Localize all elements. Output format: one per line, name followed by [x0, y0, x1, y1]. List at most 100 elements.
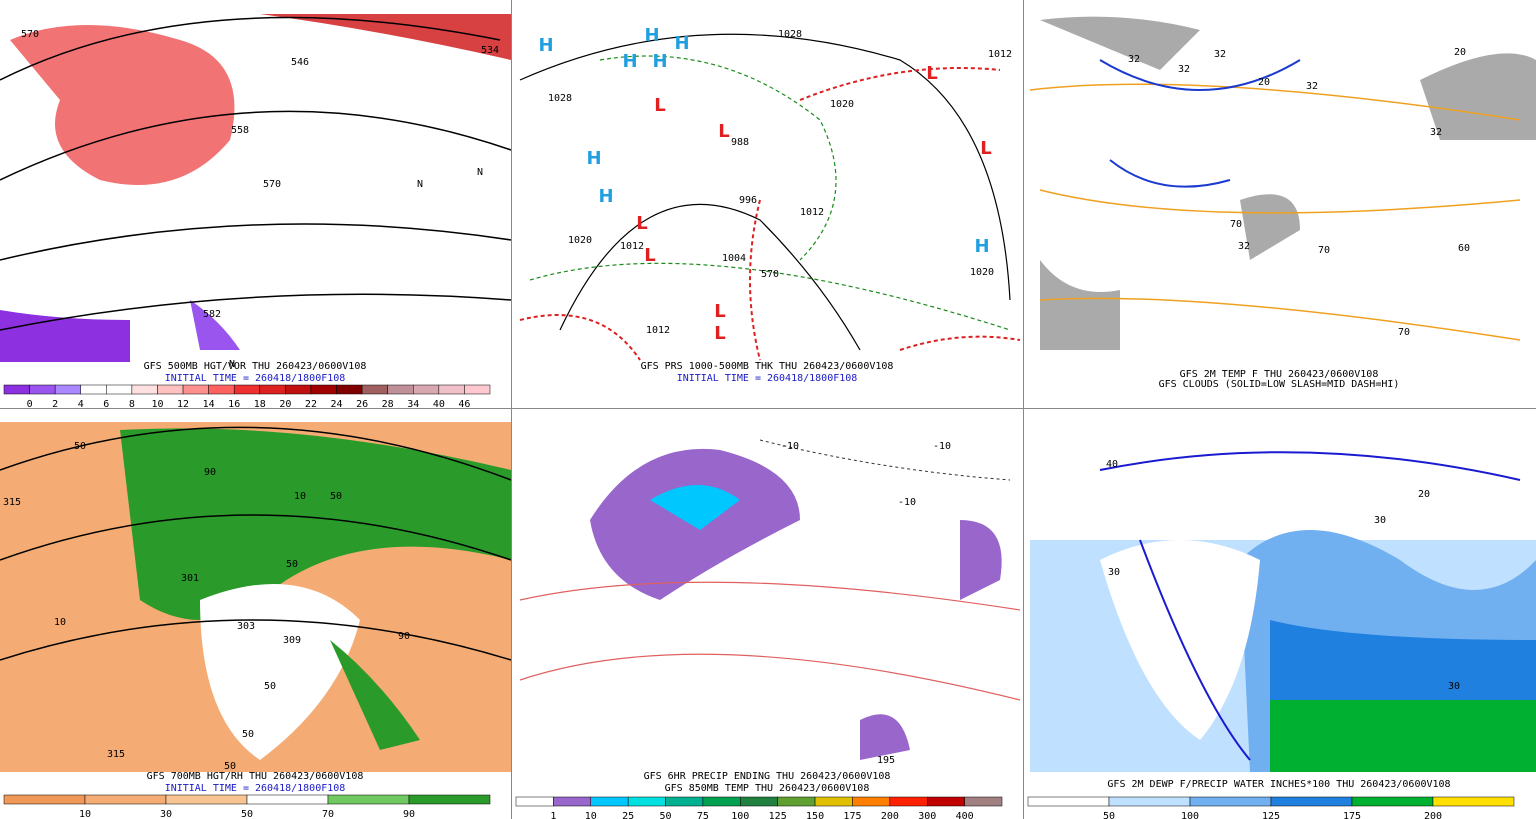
contour-label: 546	[291, 57, 309, 68]
contour-label: 30	[1374, 515, 1386, 526]
colorbar-label: 70	[322, 809, 334, 819]
colorbar-label: 28	[382, 399, 394, 410]
contour-label: 20	[1418, 489, 1430, 500]
colorbar-swatch	[84, 794, 167, 805]
colorbar-label: 150	[806, 811, 824, 819]
colorbar-swatch	[259, 384, 286, 395]
contour-label: 50	[74, 441, 86, 452]
panel-caption: INITIAL TIME = 260418/1800F108	[677, 373, 858, 384]
contour-label: 1004	[722, 253, 746, 264]
colorbar-swatch	[165, 794, 248, 805]
contour-label: 70	[1398, 327, 1410, 338]
colorbar-label: 175	[1343, 811, 1361, 819]
colorbar-swatch	[590, 796, 629, 807]
contour-label: 70	[1318, 245, 1330, 256]
contour-label: 50	[286, 559, 298, 570]
colorbar-label: 4	[78, 399, 84, 410]
colorbar-label: 16	[228, 399, 240, 410]
colorbar-swatch	[3, 794, 86, 805]
pressure-center: L	[636, 213, 647, 234]
colorbar-label: 18	[254, 399, 266, 410]
colorbar-swatch	[387, 384, 414, 395]
pressure-center: H	[538, 35, 553, 56]
contour-label: -10	[898, 497, 916, 508]
colorbar-swatch	[208, 384, 235, 395]
pressure-center: L	[926, 63, 937, 84]
colorbar-swatch	[29, 384, 56, 395]
contour-label: 996	[739, 195, 757, 206]
colorbar-swatch	[515, 796, 554, 807]
contour-label: 32	[1214, 49, 1226, 60]
panel-caption: GFS PRS 1000-500MB THK THU 260423/0600V1…	[641, 361, 894, 372]
panel-caption: GFS 2M TEMP F THU 260423/0600V108	[1180, 369, 1379, 380]
colorbar-label: 30	[160, 809, 172, 819]
pressure-center: L	[714, 323, 725, 344]
colorbar-swatch	[814, 796, 853, 807]
pressure-center: H	[652, 51, 667, 72]
panel-caption: GFS 2M DEWP F/PRECIP WATER INCHES*100 TH…	[1107, 779, 1450, 790]
colorbar-label: 300	[918, 811, 936, 819]
contour-label: 1020	[830, 99, 854, 110]
contour-label: 20	[1258, 77, 1270, 88]
contour-label: 32	[1306, 81, 1318, 92]
colorbar-label: 200	[881, 811, 899, 819]
panel-caption: GFS 850MB TEMP THU 260423/0600V108	[665, 783, 870, 794]
panel-caption: GFS CLOUDS (SOLID=LOW SLASH=MID DASH=HI)	[1159, 379, 1400, 390]
contour-label: 1012	[988, 49, 1012, 60]
contour-label: 558	[231, 125, 249, 136]
contour-label: 582	[203, 309, 221, 320]
colorbar-swatch	[926, 796, 965, 807]
contour-label: 301	[181, 573, 199, 584]
colorbar-label: 8	[129, 399, 135, 410]
colorbar-swatch	[408, 794, 491, 805]
contour-label: 90	[398, 631, 410, 642]
panel-caption: GFS 500MB HGT/VOR THU 260423/0600V108	[144, 361, 367, 372]
pressure-center: H	[586, 148, 601, 169]
contour-label: 1028	[548, 93, 572, 104]
colorbar-swatch	[740, 796, 778, 807]
colorbar-swatch	[1351, 796, 1434, 807]
colorbar-label: 6	[103, 399, 109, 410]
colorbar-swatch	[1027, 796, 1110, 807]
colorbar-label: 40	[433, 399, 445, 410]
colorbar-swatch	[54, 384, 81, 395]
map-panel: GFS 2M DEWP F/PRECIP WATER INCHES*100 TH…	[1027, 459, 1515, 819]
colorbar-swatch	[106, 384, 133, 395]
contour-label: 50	[242, 729, 254, 740]
contour-label: 195	[877, 755, 895, 766]
contour-label: 570	[761, 269, 779, 280]
contour-label: 90	[204, 467, 216, 478]
contour-label: 30	[1448, 681, 1460, 692]
colorbar-swatch	[80, 384, 107, 395]
colorbar-swatch	[852, 796, 891, 807]
contour-label: 50	[330, 491, 342, 502]
contour-label: 70	[1230, 219, 1242, 230]
colorbar-label: 200	[1424, 811, 1442, 819]
contour-label: 40	[1106, 459, 1118, 470]
pressure-center: H	[974, 236, 989, 257]
colorbar-label: 100	[731, 811, 749, 819]
contour-label: 10	[54, 617, 66, 628]
colorbar-label: 10	[79, 809, 91, 819]
pressure-center: L	[644, 245, 655, 266]
colorbar-swatch	[1108, 796, 1191, 807]
panel-caption: GFS 700MB HGT/RH THU 260423/0600V108	[147, 771, 364, 782]
colorbar-swatch	[233, 384, 261, 395]
colorbar-swatch	[246, 794, 329, 805]
contour-label: 570	[21, 29, 39, 40]
colorbar-swatch	[777, 796, 816, 807]
colorbar-label: 400	[956, 811, 974, 819]
colorbar-label: 0	[27, 399, 33, 410]
colorbar-swatch	[157, 384, 184, 395]
pressure-center: H	[622, 51, 637, 72]
panel-caption: INITIAL TIME = 260418/1800F108	[165, 783, 346, 794]
contour-label: 303	[237, 621, 255, 632]
colorbar-label: 75	[697, 811, 709, 819]
colorbar-label: 26	[356, 399, 368, 410]
colorbar-label: 50	[1103, 811, 1115, 819]
contour-label: 50	[264, 681, 276, 692]
colorbar-label: 2	[52, 399, 58, 410]
